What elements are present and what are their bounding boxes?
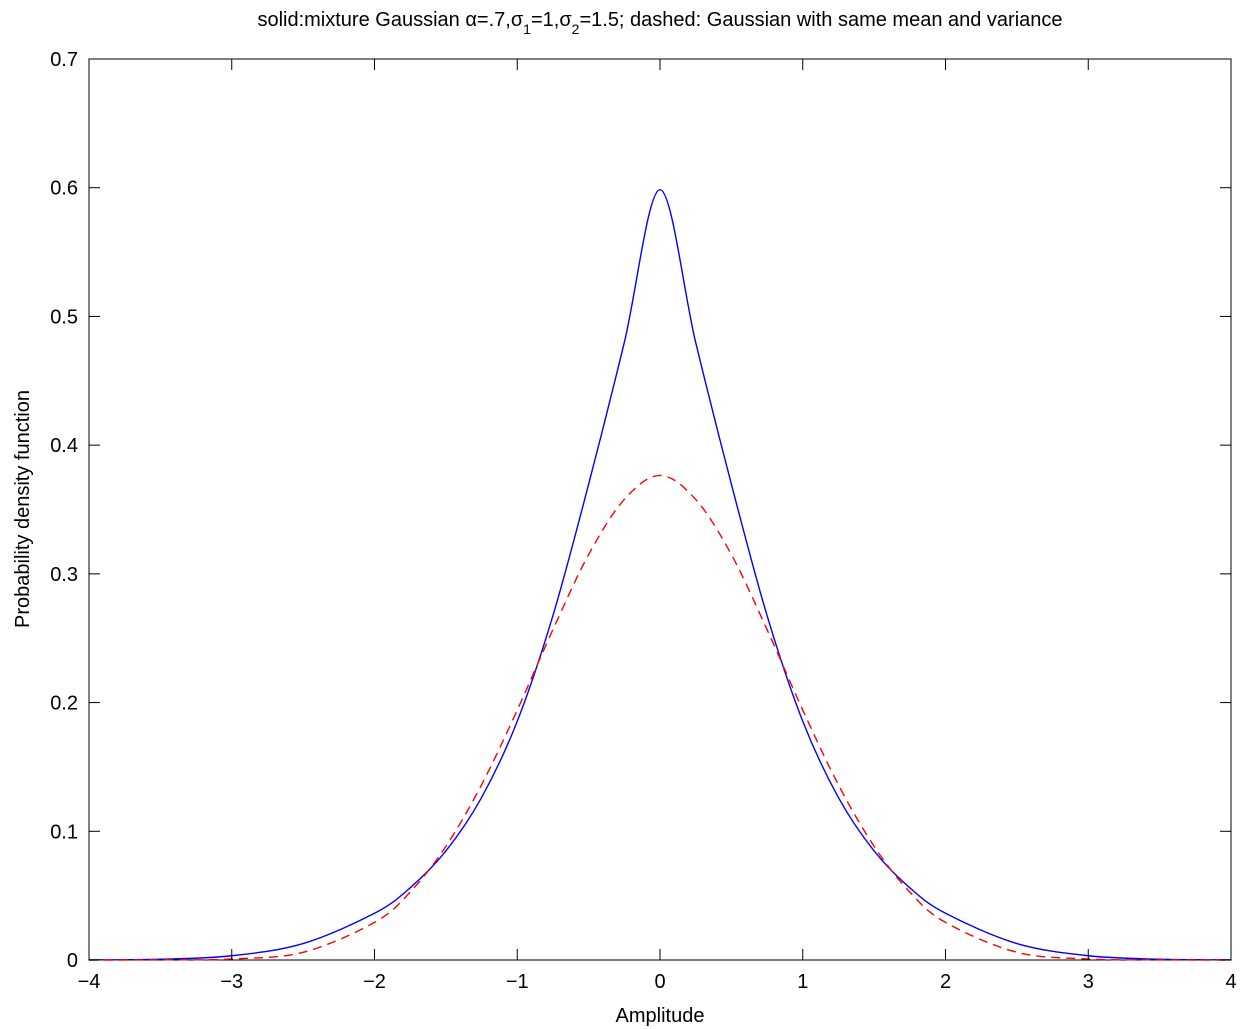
title-segment: α [465, 9, 477, 31]
x-tick-label: −1 [506, 971, 529, 993]
y-tick-label: 0.2 [50, 693, 78, 715]
y-tick-label: 0.4 [50, 435, 78, 457]
title-segment: 2 [572, 21, 580, 37]
solid-mixture-line [88, 188, 1232, 961]
title-segment: solid:mixture Gaussian [257, 9, 465, 31]
plot-frame [88, 58, 1232, 961]
x-axis-ticks: −4 −3 −2 −1 0 1 2 3 4 [78, 59, 1237, 993]
x-tick-label: 1 [797, 971, 808, 993]
y-tick-label: 0.6 [50, 178, 78, 200]
y-tick-label: 0.1 [50, 821, 78, 843]
series-layer [88, 188, 1232, 961]
x-tick-label: 3 [1083, 971, 1094, 993]
y-tick-label: 0 [67, 950, 78, 972]
x-tick-label: 0 [654, 971, 665, 993]
x-tick-label: −3 [220, 971, 243, 993]
chart-title: solid:mixture Gaussian α=.7,σ1=1,σ2=1.5;… [257, 9, 1062, 37]
x-axis-label: Amplitude [616, 1005, 705, 1027]
title-segment: =1.5; dashed: Gaussian with same mean an… [579, 9, 1062, 31]
x-tick-label: −2 [363, 971, 386, 993]
x-tick-label: 4 [1225, 971, 1236, 993]
title-segment: =1, [531, 9, 559, 31]
title-segment: 1 [523, 21, 531, 37]
title-segment: σ [559, 9, 572, 31]
y-tick-label: 0.5 [50, 306, 78, 328]
y-tick-label: 0.3 [50, 564, 78, 586]
x-tick-label: −4 [78, 971, 101, 993]
title-segment: =.7, [477, 9, 511, 31]
plot-area [88, 58, 1232, 961]
y-axis-label: Probability density function [12, 390, 34, 628]
x-tick-label: 2 [940, 971, 951, 993]
title-segment: σ [511, 9, 524, 31]
dashed-gaussian-line [88, 474, 1232, 961]
y-axis-ticks: 0 0.1 0.2 0.3 0.4 0.5 0.6 0.7 [50, 49, 1231, 972]
y-tick-label: 0.7 [50, 49, 78, 71]
